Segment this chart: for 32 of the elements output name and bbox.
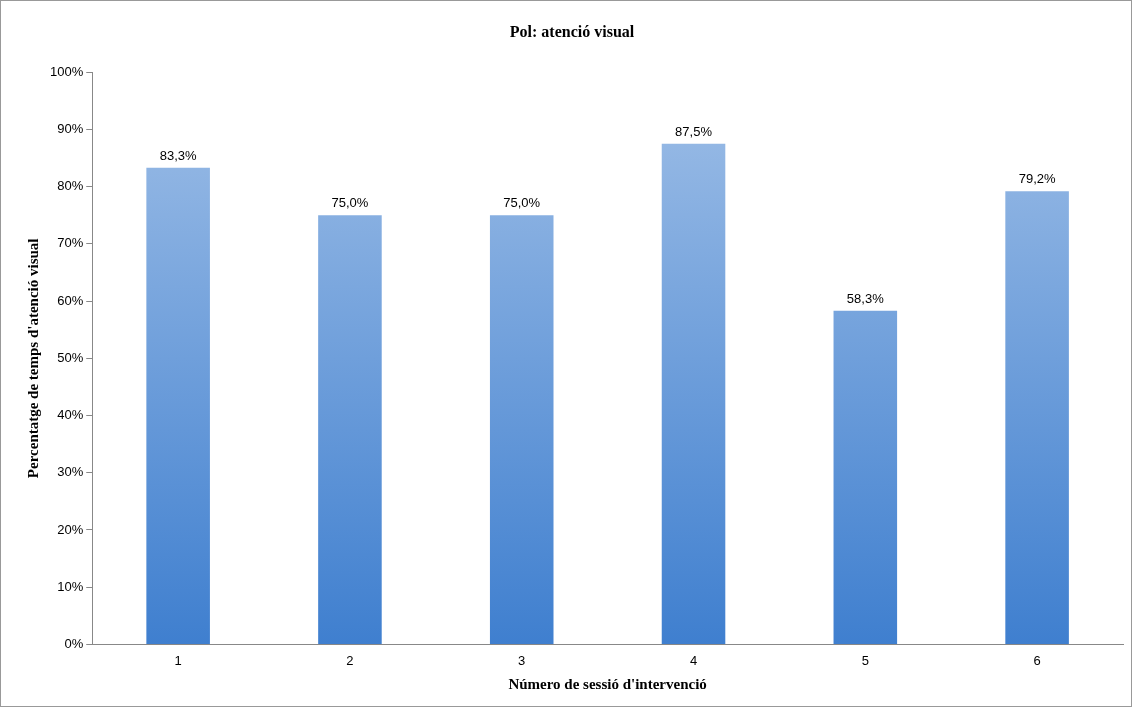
bar [1005,191,1069,644]
x-tick-label: 4 [689,652,698,668]
y-tick-label: 10% [57,578,84,594]
y-tick-label: 90% [57,121,84,136]
data-label: 75,0% [503,195,541,211]
y-tick-label: 0% [64,635,84,651]
chart-title: Pol: atenció visual [509,22,635,40]
y-tick-label: 40% [57,407,84,423]
y-tick-label: 20% [57,521,84,537]
y-tick-label: 80% [57,178,84,194]
data-label: 79,2% [1018,171,1056,187]
data-label: 83,3% [159,147,198,163]
x-tick-label: 6 [1033,652,1041,668]
x-tick-label: 3 [518,652,526,668]
bar [146,167,210,644]
x-tick-label: 5 [861,652,869,668]
bar [661,143,726,644]
x-tick-label: 2 [346,652,354,668]
bar [833,310,898,644]
y-axis-title: Percentatge de temps d'atenció visual [24,238,41,479]
data-label: 75,0% [331,195,369,211]
x-tick-label: 1 [174,652,182,668]
y-tick-label: 30% [57,464,84,480]
data-label: 87,5% [675,123,713,139]
y-tick-label: 100% [50,63,84,79]
x-axis-title: Número de sessió d'intervenció [508,675,707,692]
bar [489,215,554,644]
data-label: 58,3% [846,290,885,306]
y-tick-label: 60% [57,292,84,308]
y-tick-label: 70% [57,235,84,251]
bar [318,215,382,644]
y-tick-label: 50% [57,349,84,365]
